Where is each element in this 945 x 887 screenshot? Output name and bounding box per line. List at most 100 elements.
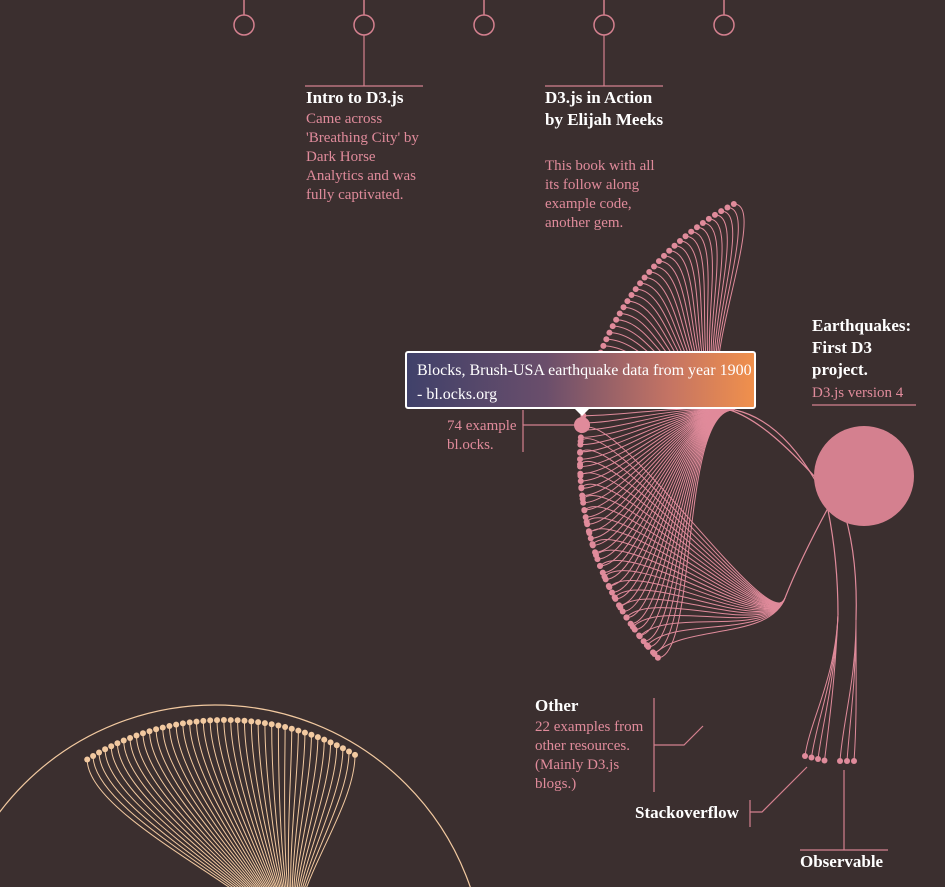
timeline-node[interactable] — [233, 14, 255, 36]
next-project-node[interactable] — [186, 719, 193, 726]
observable-node[interactable] — [844, 758, 850, 764]
earthquakes-project-node[interactable] — [814, 426, 914, 526]
blocks-node[interactable] — [616, 310, 623, 317]
other-node[interactable] — [629, 623, 636, 630]
other-node[interactable] — [577, 461, 584, 468]
blocks-node[interactable] — [671, 242, 678, 249]
next-project-node[interactable] — [127, 734, 134, 741]
blocks-node[interactable] — [724, 204, 731, 211]
blocks-node[interactable] — [577, 456, 584, 463]
blocks-node[interactable] — [711, 211, 718, 218]
other-node[interactable] — [577, 449, 584, 456]
stackoverflow-node[interactable] — [802, 753, 808, 759]
blocks-node[interactable] — [693, 224, 700, 231]
other-node[interactable] — [617, 604, 624, 611]
next-project-node[interactable] — [114, 740, 121, 747]
other-node[interactable] — [606, 584, 613, 591]
blocks-node[interactable] — [609, 323, 616, 330]
next-project-node[interactable] — [214, 717, 221, 724]
next-project-node[interactable] — [295, 727, 302, 734]
other-node[interactable] — [583, 518, 590, 525]
blocks-node[interactable] — [651, 263, 658, 270]
next-project-node[interactable] — [352, 751, 358, 758]
other-node[interactable] — [601, 573, 608, 580]
blocks-node[interactable] — [624, 298, 631, 305]
next-project-node[interactable] — [261, 720, 268, 727]
next-project-node[interactable] — [268, 721, 275, 728]
next-project-node[interactable] — [333, 742, 340, 749]
blocks-node[interactable] — [640, 638, 647, 645]
blocks-node[interactable] — [600, 342, 607, 349]
other-node[interactable] — [577, 472, 584, 479]
next-project-node[interactable] — [241, 717, 248, 724]
next-project-node[interactable] — [153, 726, 160, 733]
next-project-node[interactable] — [248, 718, 255, 725]
next-project-node[interactable] — [193, 718, 200, 725]
other-node[interactable] — [577, 438, 584, 445]
blocks-node[interactable] — [705, 215, 712, 222]
next-project-node[interactable] — [308, 731, 315, 738]
blocks-node[interactable] — [587, 535, 594, 542]
next-project-node[interactable] — [234, 717, 241, 724]
other-node[interactable] — [597, 562, 604, 569]
observable-node[interactable] — [851, 758, 857, 764]
stackoverflow-node[interactable] — [821, 757, 828, 764]
blocks-node[interactable] — [628, 292, 635, 299]
next-project-node[interactable] — [133, 732, 140, 739]
other-node[interactable] — [589, 541, 596, 548]
timeline-node[interactable] — [713, 14, 735, 36]
blocks-node[interactable] — [606, 329, 613, 336]
next-project-node[interactable] — [220, 717, 227, 724]
next-project-node[interactable] — [146, 728, 153, 735]
blocks-node[interactable] — [641, 274, 648, 281]
other-node[interactable] — [578, 426, 585, 433]
observable-node[interactable] — [837, 758, 843, 764]
blocks-node[interactable] — [637, 280, 644, 287]
blocks-node[interactable] — [730, 200, 737, 207]
next-project-node[interactable] — [207, 717, 214, 724]
next-project-node[interactable] — [96, 749, 103, 756]
other-node[interactable] — [586, 529, 593, 536]
timeline-node-intro[interactable] — [353, 14, 375, 36]
next-project-node[interactable] — [288, 725, 295, 732]
next-project-node[interactable] — [84, 756, 91, 763]
other-node[interactable] — [578, 484, 585, 491]
blocks-node[interactable] — [688, 228, 695, 235]
blocks-node[interactable] — [582, 514, 589, 521]
next-project-node[interactable] — [346, 748, 353, 755]
blocks-node[interactable] — [666, 247, 673, 254]
next-project-node[interactable] — [227, 717, 234, 724]
next-project-node[interactable] — [327, 739, 334, 746]
blocks-node[interactable] — [646, 268, 653, 275]
other-node[interactable] — [593, 552, 600, 559]
other-node[interactable] — [651, 651, 658, 658]
other-node[interactable] — [623, 614, 630, 621]
next-project-node[interactable] — [90, 752, 97, 759]
blocks-node[interactable] — [676, 237, 683, 244]
timeline-node-book[interactable] — [593, 14, 615, 36]
timeline-node[interactable] — [473, 14, 495, 36]
blocks-node[interactable] — [603, 336, 610, 343]
next-project-node[interactable] — [159, 724, 166, 731]
next-project-node[interactable] — [339, 745, 346, 752]
blocks-node[interactable] — [613, 316, 620, 323]
other-node[interactable] — [581, 507, 588, 514]
next-project-node[interactable] — [314, 734, 321, 741]
next-project-node[interactable] — [301, 729, 308, 736]
next-project-node[interactable] — [179, 720, 186, 727]
blocks-node[interactable] — [699, 220, 706, 227]
blocks-node[interactable] — [577, 478, 584, 485]
blocks-node[interactable] — [655, 258, 662, 265]
other-node[interactable] — [611, 594, 618, 601]
next-project-node[interactable] — [173, 721, 180, 728]
next-project-node[interactable] — [255, 719, 262, 726]
blocks-node[interactable] — [620, 304, 627, 311]
blocks-node[interactable] — [609, 589, 616, 596]
next-project-node[interactable] — [102, 746, 109, 753]
other-node[interactable] — [579, 495, 586, 502]
selected-block-node[interactable] — [574, 417, 590, 433]
other-node[interactable] — [643, 642, 650, 649]
stackoverflow-node[interactable] — [808, 754, 815, 761]
stackoverflow-node[interactable] — [815, 756, 821, 762]
blocks-node[interactable] — [718, 208, 725, 215]
